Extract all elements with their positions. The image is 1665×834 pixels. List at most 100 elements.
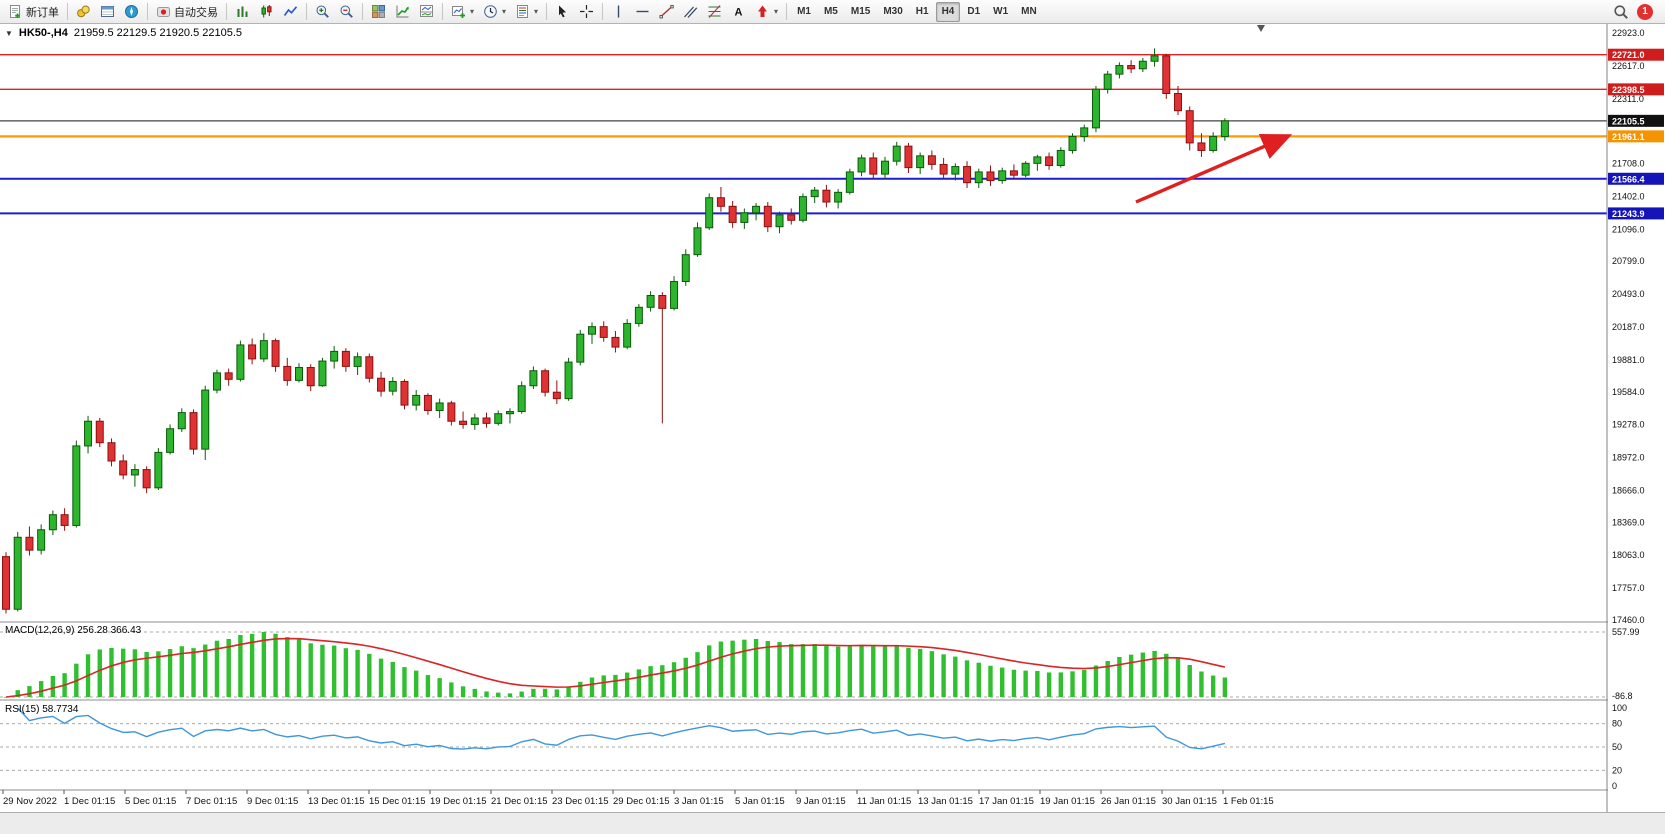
- svg-text:19881.0: 19881.0: [1612, 355, 1645, 365]
- macd-histogram-bar: [484, 691, 489, 697]
- text-label-button[interactable]: A: [727, 1, 750, 23]
- fibonacci-button[interactable]: [703, 1, 726, 23]
- macd-histogram-bar: [1152, 650, 1157, 697]
- svg-text:A: A: [735, 7, 743, 19]
- macd-histogram-bar: [1164, 653, 1169, 697]
- macd-histogram-bar: [695, 652, 700, 697]
- auto-trading-button[interactable]: 自动交易: [152, 1, 222, 23]
- timeframe-mn-button[interactable]: MN: [1021, 6, 1037, 17]
- horizontal-line-button[interactable]: [631, 1, 654, 23]
- trend-arrow-annotation[interactable]: [1135, 133, 1293, 204]
- zoom-out-button[interactable]: [335, 1, 358, 23]
- time-axis[interactable]: 29 Nov 2022 1 Dec 01:15 5 Dec 01:15 7 Dec 0…: [2, 790, 1274, 807]
- macd-histogram-bar: [97, 649, 102, 697]
- chart-ohlc-values: 21959.5 22129.5 21920.5 22105.5: [73, 27, 243, 39]
- market-watch-icon: [77, 5, 90, 18]
- line-chart-button[interactable]: [279, 1, 302, 23]
- macd-histogram-bar: [496, 692, 501, 697]
- price-badge-22105.5: [1608, 114, 1664, 127]
- status-bar: [0, 812, 1665, 834]
- bar-chart-button[interactable]: [231, 1, 254, 23]
- macd-histogram-bar: [1082, 669, 1087, 697]
- macd-histogram-bar: [566, 686, 571, 697]
- navigator-button[interactable]: [120, 1, 143, 23]
- main-toolbar: 新订单 自动交易: [0, 0, 1665, 24]
- templates-button[interactable]: ▾: [511, 1, 542, 23]
- toolbar-separator: [362, 3, 363, 20]
- chart-shift-marker[interactable]: [1257, 25, 1265, 32]
- vertical-line-button[interactable]: [607, 1, 630, 23]
- search-icon[interactable]: [1613, 4, 1629, 20]
- macd-histogram-bar: [601, 675, 606, 697]
- macd-histogram-bar: [988, 665, 993, 697]
- indicators-button[interactable]: [391, 1, 414, 23]
- chevron-down-icon: ▾: [534, 7, 539, 16]
- macd-histogram-bar: [167, 649, 173, 697]
- horizontal-level-lines[interactable]: [0, 54, 1607, 215]
- zoom-in-button[interactable]: [311, 1, 334, 23]
- macd-histogram-bar: [27, 686, 32, 697]
- periods-button[interactable]: ▾: [479, 1, 510, 23]
- timeframe-d1-button[interactable]: D1: [967, 6, 981, 17]
- indicator-window-button[interactable]: [415, 1, 438, 23]
- crosshair-button[interactable]: [575, 1, 598, 23]
- svg-text:30 Jan 01:15: 30 Jan 01:15: [1162, 796, 1217, 807]
- timeframe-h4-button[interactable]: H4: [935, 1, 961, 22]
- toolbar-separator: [786, 3, 788, 20]
- macd-histogram-bar: [1035, 671, 1040, 697]
- price-badge-22398.5: [1608, 83, 1664, 96]
- new-order-button[interactable]: 新订单: [4, 1, 63, 23]
- svg-text:100: 100: [1612, 703, 1627, 713]
- macd-histogram-bar: [953, 656, 958, 697]
- svg-text:21096.0: 21096.0: [1612, 224, 1645, 234]
- macd-histogram-bar: [226, 638, 231, 697]
- macd-histogram-bar: [707, 645, 712, 697]
- timeframe-m1-button[interactable]: M1: [797, 6, 811, 17]
- toolbar-separator: [67, 3, 68, 20]
- toolbar-right-group: 1: [1613, 3, 1661, 20]
- new-chart-button[interactable]: ▾: [447, 1, 478, 23]
- macd-histogram-bar: [578, 681, 583, 697]
- svg-text:22311.0: 22311.0: [1612, 94, 1644, 104]
- macd-histogram-bar: [214, 640, 220, 697]
- cursor-button[interactable]: [551, 1, 574, 23]
- market-watch-button[interactable]: [72, 1, 95, 23]
- tile-windows-button[interactable]: [367, 1, 390, 23]
- arrows-button[interactable]: ▾: [751, 1, 782, 23]
- timeframe-m5-button[interactable]: M5: [823, 6, 838, 17]
- new-chart-icon: [452, 6, 465, 18]
- macd-histogram-bar: [812, 644, 817, 697]
- svg-text:22617.0: 22617.0: [1612, 61, 1645, 71]
- timeframe-m15-button[interactable]: M15: [850, 6, 871, 17]
- svg-text:5 Jan 01:15: 5 Jan 01:15: [735, 796, 785, 807]
- macd-histogram-bar: [1140, 652, 1146, 697]
- svg-text:22105.5: 22105.5: [1612, 116, 1645, 126]
- macd-histogram-bar: [156, 651, 161, 697]
- macd-histogram-bar: [777, 642, 782, 697]
- price-axis[interactable]: 22923.0 22617.0 22311.0 21708.0 21402.0 21096…: [1606, 24, 1665, 812]
- macd-histogram-bar: [1000, 667, 1005, 697]
- timeframe-h1-button[interactable]: H1: [915, 6, 929, 17]
- svg-text:19 Jan 01:15: 19 Jan 01:15: [1040, 796, 1095, 807]
- rsi-line: [17, 707, 1226, 750]
- timeframe-m30-button[interactable]: M30: [883, 6, 903, 17]
- chart-title: ▼ HK50-,H4 21959.5 22129.5 21920.5 22105…: [5, 27, 242, 39]
- panel-dividers[interactable]: [0, 621, 1665, 791]
- data-window-button[interactable]: [96, 1, 119, 23]
- macd-histogram-bar: [203, 644, 208, 697]
- macd-histogram-bar: [519, 691, 524, 697]
- macd-histogram-bar: [3, 697, 9, 698]
- svg-text:22923.0: 22923.0: [1612, 28, 1645, 38]
- candlestick-chart-button[interactable]: [255, 1, 278, 23]
- svg-text:80: 80: [1612, 719, 1622, 729]
- toolbar-separator: [602, 3, 604, 20]
- trendline-button[interactable]: [655, 1, 678, 23]
- collapse-chart-icon[interactable]: ▼: [5, 29, 13, 38]
- macd-histogram-bar: [1210, 675, 1216, 697]
- chart-canvas[interactable]: 22923.0 22617.0 22311.0 21708.0 21402.0 21096…: [0, 24, 1665, 812]
- equidistant-channel-button[interactable]: [679, 1, 702, 23]
- timeframe-w1-button[interactable]: W1: [993, 6, 1009, 17]
- notification-badge[interactable]: 1: [1637, 3, 1653, 20]
- macd-histogram-bar: [50, 675, 56, 697]
- data-window-icon: [101, 6, 114, 17]
